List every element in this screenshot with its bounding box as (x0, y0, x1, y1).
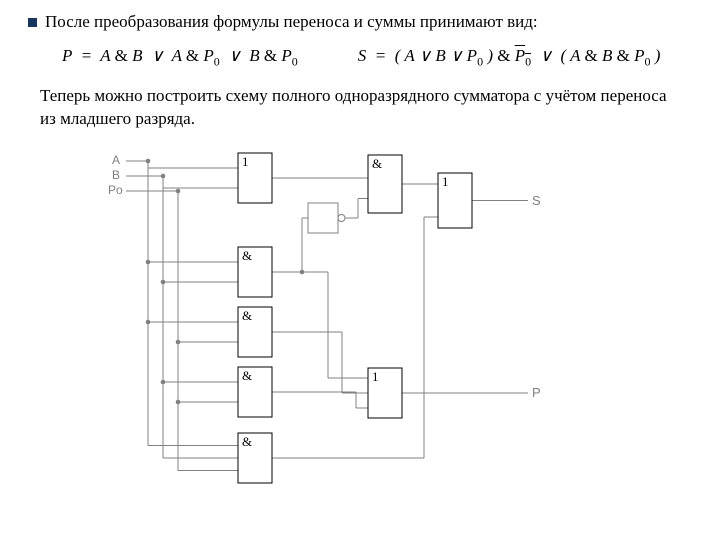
formula-row: P = A & B ∨ A & P0 ∨ B & P0 S = ( A ∨ B … (62, 46, 692, 69)
output-label-P: P (532, 385, 541, 400)
gate-label-and4: & (242, 368, 252, 384)
gate-label-orP: 1 (372, 369, 379, 385)
formula-P: P = A & B ∨ A & P0 ∨ B & P0 (62, 46, 298, 69)
gate-label-or1: 1 (242, 154, 249, 170)
heading-line: После преобразования формулы переноса и … (28, 12, 692, 32)
gate-label-andS: & (372, 156, 382, 172)
formula-S: S = ( A ∨ B ∨ P0 ) & P0 ∨ ( A & B & P0 ) (358, 46, 661, 69)
input-label-Po: Po (108, 183, 123, 197)
heading-text: После преобразования формулы переноса и … (45, 12, 538, 32)
output-label-S: S (532, 193, 541, 208)
input-label-A: A (112, 153, 120, 167)
gate-label-and2: & (242, 248, 252, 264)
logic-diagram: ABPo 1 & & & & & 1 1 S P (108, 143, 608, 493)
body-text: Теперь можно построить схему полного одн… (40, 85, 682, 131)
gate-label-and3: & (242, 308, 252, 324)
bullet (28, 18, 37, 27)
input-label-B: B (112, 168, 120, 182)
gate-label-orS: 1 (442, 174, 449, 190)
gate-label-and5: & (242, 434, 252, 450)
